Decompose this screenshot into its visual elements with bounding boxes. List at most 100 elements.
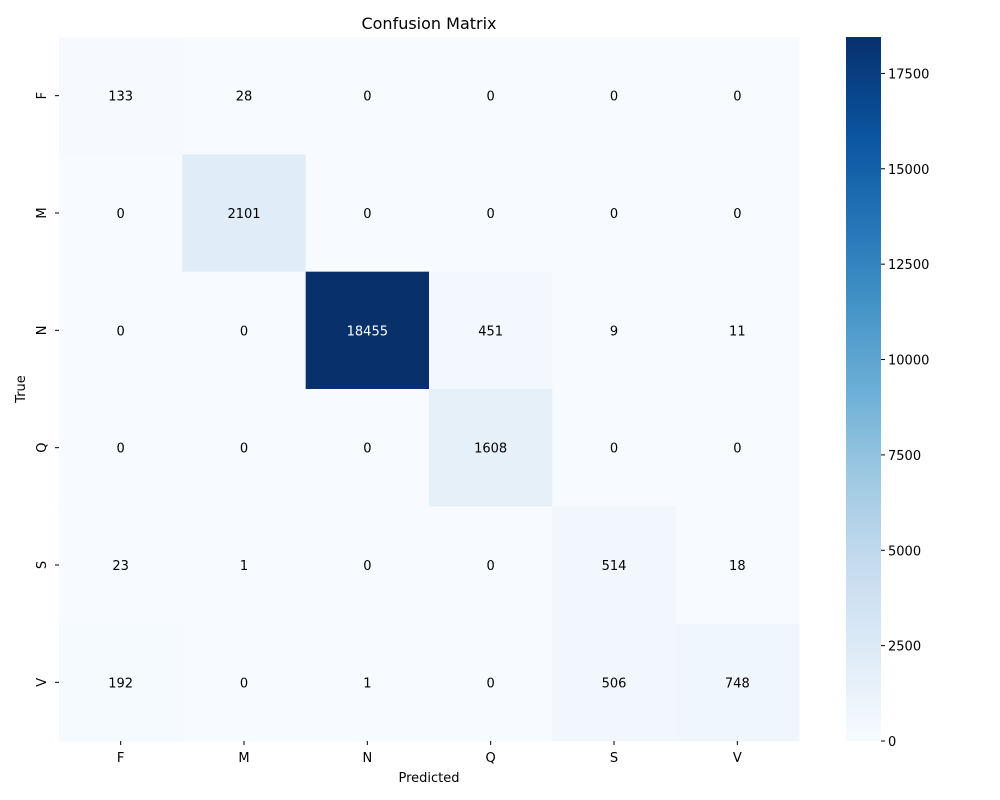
x-tick-label: F	[117, 751, 124, 766]
colorbar-tick-label: 5000	[888, 544, 921, 559]
colorbar-tick-label: 12500	[888, 258, 929, 273]
heatmap-cell	[305, 154, 430, 273]
cell-value-label: 0	[240, 676, 248, 691]
cell-value-label: 0	[487, 676, 495, 691]
heatmap-cell	[675, 623, 800, 742]
heatmap-cell	[552, 506, 677, 625]
cell-value-label: 0	[610, 207, 618, 222]
colorbar-ticks: 0 2500 5000 7500 10000 12500 15000 17500	[881, 67, 929, 750]
heatmap-cell	[59, 623, 183, 742]
cell-value-label: 1	[363, 676, 371, 691]
heatmap-cell	[59, 506, 183, 625]
heatmap-cell	[429, 154, 553, 273]
colorbar-tick-label: 15000	[888, 163, 929, 178]
cell-value-label: 0	[363, 90, 371, 105]
colorbar-tick-label: 10000	[888, 354, 929, 369]
heatmap-cell	[552, 154, 677, 273]
cell-value-label: 0	[610, 442, 618, 457]
heatmap-cell	[305, 389, 430, 507]
cell-value-label: 133	[108, 90, 133, 105]
colorbar-tick-label: 2500	[888, 640, 921, 655]
y-tick-label: N	[35, 325, 50, 335]
cell-value-label: 1608	[474, 442, 507, 457]
y-tick-label: F	[35, 92, 50, 99]
heatmap-cell	[429, 37, 553, 155]
heatmap-cell	[182, 389, 307, 507]
heatmap-cell	[182, 154, 307, 273]
x-tick-label: S	[610, 751, 618, 766]
heatmap-cell	[552, 271, 677, 390]
cell-value-label: 18	[729, 559, 746, 574]
cell-value-label: 506	[602, 676, 627, 691]
cell-value-label: 23	[112, 559, 129, 574]
colorbar	[846, 37, 881, 741]
heatmap-cell	[429, 271, 553, 390]
heatmap-cell	[675, 506, 800, 625]
chart-title: Confusion Matrix	[361, 14, 496, 33]
colorbar-tick-label: 17500	[888, 67, 929, 82]
x-tick-label: Q	[486, 751, 496, 766]
cell-value-label: 0	[363, 207, 371, 222]
heatmap-cell	[59, 154, 183, 273]
y-tick-label: Q	[35, 443, 50, 453]
heatmap-cell	[675, 37, 800, 155]
cell-value-label: 192	[108, 676, 133, 691]
cell-value-label: 0	[363, 559, 371, 574]
heatmap-cell	[675, 389, 800, 507]
heatmap-cell	[429, 506, 553, 625]
cell-value-label: 0	[733, 207, 741, 222]
x-tick-label: N	[362, 751, 372, 766]
cell-value-label: 0	[487, 559, 495, 574]
heatmap-cell	[305, 623, 430, 742]
heatmap-cell	[305, 506, 430, 625]
cell-value-label: 1	[240, 559, 248, 574]
heatmap-cell	[182, 271, 307, 390]
cell-value-label: 0	[487, 90, 495, 105]
heatmap-cell	[675, 154, 800, 273]
x-axis-label: Predicted	[398, 771, 459, 786]
colorbar-tick-label: 0	[888, 735, 896, 750]
x-tick-label: V	[733, 751, 742, 766]
heatmap-cell	[182, 623, 307, 742]
cell-value-label: 0	[240, 324, 248, 339]
heatmap-cell	[182, 37, 307, 155]
cell-value-label: 0	[363, 442, 371, 457]
heatmap-cell	[182, 506, 307, 625]
cell-value-label: 0	[117, 207, 125, 222]
cell-value-label: 0	[487, 207, 495, 222]
cell-value-label: 0	[240, 442, 248, 457]
y-tick-label: M	[35, 207, 50, 218]
cell-value-label: 11	[729, 324, 746, 339]
cell-value-label: 0	[733, 90, 741, 105]
cell-value-label: 18455	[347, 324, 388, 339]
heatmap-cell	[552, 37, 677, 155]
heatmap-cell	[552, 389, 677, 507]
cell-value-label: 451	[478, 324, 503, 339]
colorbar-tick-label: 7500	[888, 449, 921, 464]
heatmap-cell	[305, 37, 430, 155]
heatmap-cell	[675, 271, 800, 390]
cell-value-label: 0	[117, 324, 125, 339]
heatmap-cell	[305, 271, 430, 390]
cell-value-label: 748	[725, 676, 750, 691]
cell-value-label: 0	[610, 90, 618, 105]
heatmap-cells: 133 28 0 0 0 00 2101 0 0 0 00 0 18455 451 9 110 0 0 1608 0 0…	[59, 37, 800, 742]
cell-value-label: 0	[117, 442, 125, 457]
cell-value-label: 514	[602, 559, 627, 574]
cell-value-label: 0	[733, 442, 741, 457]
heatmap-cell	[59, 37, 183, 155]
cell-value-label: 2101	[227, 207, 260, 222]
y-axis-ticks: F M N Q S V	[35, 92, 59, 687]
heatmap-cell	[59, 271, 183, 390]
heatmap-cell	[59, 389, 183, 507]
y-tick-label: V	[35, 678, 50, 687]
heatmap-cell	[429, 623, 553, 742]
heatmap-cell	[552, 623, 677, 742]
heatmap-cell	[429, 389, 553, 507]
cell-value-label: 28	[236, 90, 253, 105]
y-axis-label: True	[14, 375, 29, 404]
x-tick-label: M	[238, 751, 249, 766]
cell-value-label: 9	[610, 324, 618, 339]
